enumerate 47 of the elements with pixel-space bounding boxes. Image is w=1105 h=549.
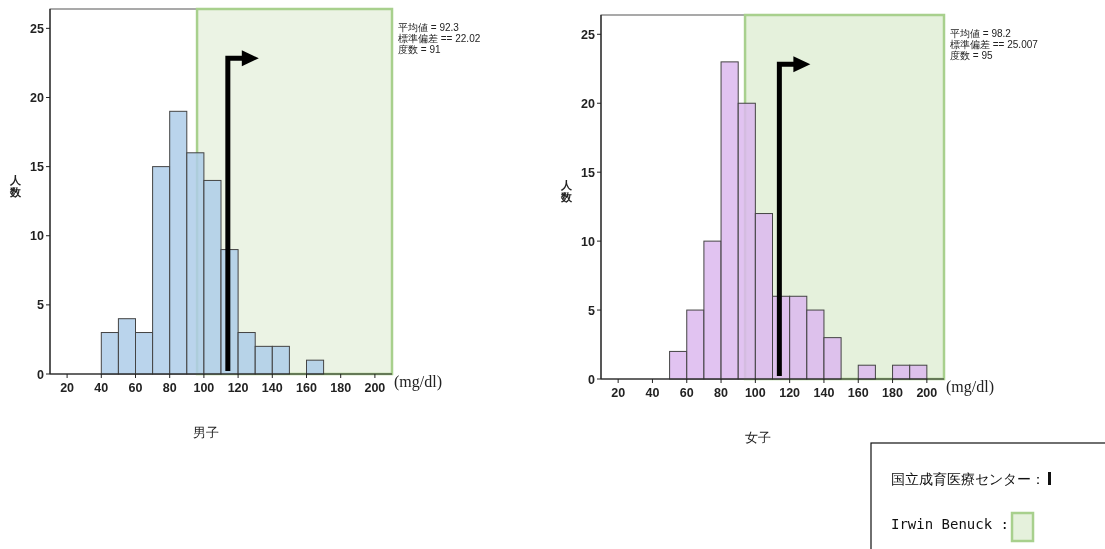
y-tick-label: 5 [37, 298, 45, 313]
y-tick-label: 20 [30, 90, 45, 105]
x-axis-title: (mg/dl) [394, 373, 442, 391]
y-tick-label: 15 [30, 160, 45, 175]
y-tick-label: 25 [581, 27, 596, 42]
text: 平均値 = 92.3 [398, 22, 460, 33]
y-tick-label: 10 [30, 229, 45, 244]
text: 標準偏差 == 25.007 [950, 39, 1039, 50]
y-tick-label: 5 [588, 303, 596, 318]
y-tick-label: 25 [30, 21, 45, 36]
x-tick-label: 180 [330, 381, 352, 395]
x-tick-label: 100 [744, 386, 766, 400]
x-tick-label: 60 [128, 381, 143, 395]
x-tick-label: 40 [94, 381, 109, 395]
x-tick-label: 120 [779, 386, 801, 400]
x-tick-label: 40 [645, 386, 660, 400]
x-tick-label: 160 [847, 386, 869, 400]
x-axis-title: (mg/dl) [946, 378, 994, 396]
ref-line-label: 国立成育医療センター： [891, 471, 1045, 487]
x-tick-label: 180 [882, 386, 904, 400]
x-tick-label: 100 [193, 381, 215, 395]
y-tick-label: 10 [581, 234, 596, 249]
y-axis-title: 人数 [8, 173, 22, 198]
text: 標準偏差 == 22.02 [398, 33, 481, 44]
legend-label: Irwin Benuck : [891, 516, 1010, 532]
x-tick-label: 160 [296, 381, 317, 395]
x-tick-label: 140 [813, 386, 835, 400]
x-tick-label: 60 [679, 386, 694, 400]
text: 平均値 = 98.2 [950, 28, 1012, 39]
x-tick-label: 80 [714, 386, 729, 400]
y-tick-label: 0 [588, 372, 596, 387]
y-tick-label: 15 [581, 165, 596, 180]
y-axis-title: 人数 [559, 179, 573, 203]
x-tick-label: 80 [162, 381, 177, 395]
x-tick-label: 140 [261, 381, 283, 395]
y-tick-label: 0 [37, 367, 45, 382]
x-tick-label: 200 [364, 381, 386, 395]
text: 女子 [744, 430, 771, 445]
x-tick-label: 20 [60, 381, 75, 395]
x-tick-label: 200 [916, 386, 938, 400]
text: 度数 = 91 [398, 44, 441, 55]
y-tick-label: 20 [581, 96, 596, 111]
x-tick-label: 120 [227, 381, 249, 395]
x-tick-label: 20 [611, 386, 626, 400]
legend: 国立成育医療センター： Irwin Benuck : [870, 442, 1105, 549]
text: 男子 [193, 425, 219, 440]
text: 度数 = 95 [950, 50, 993, 61]
